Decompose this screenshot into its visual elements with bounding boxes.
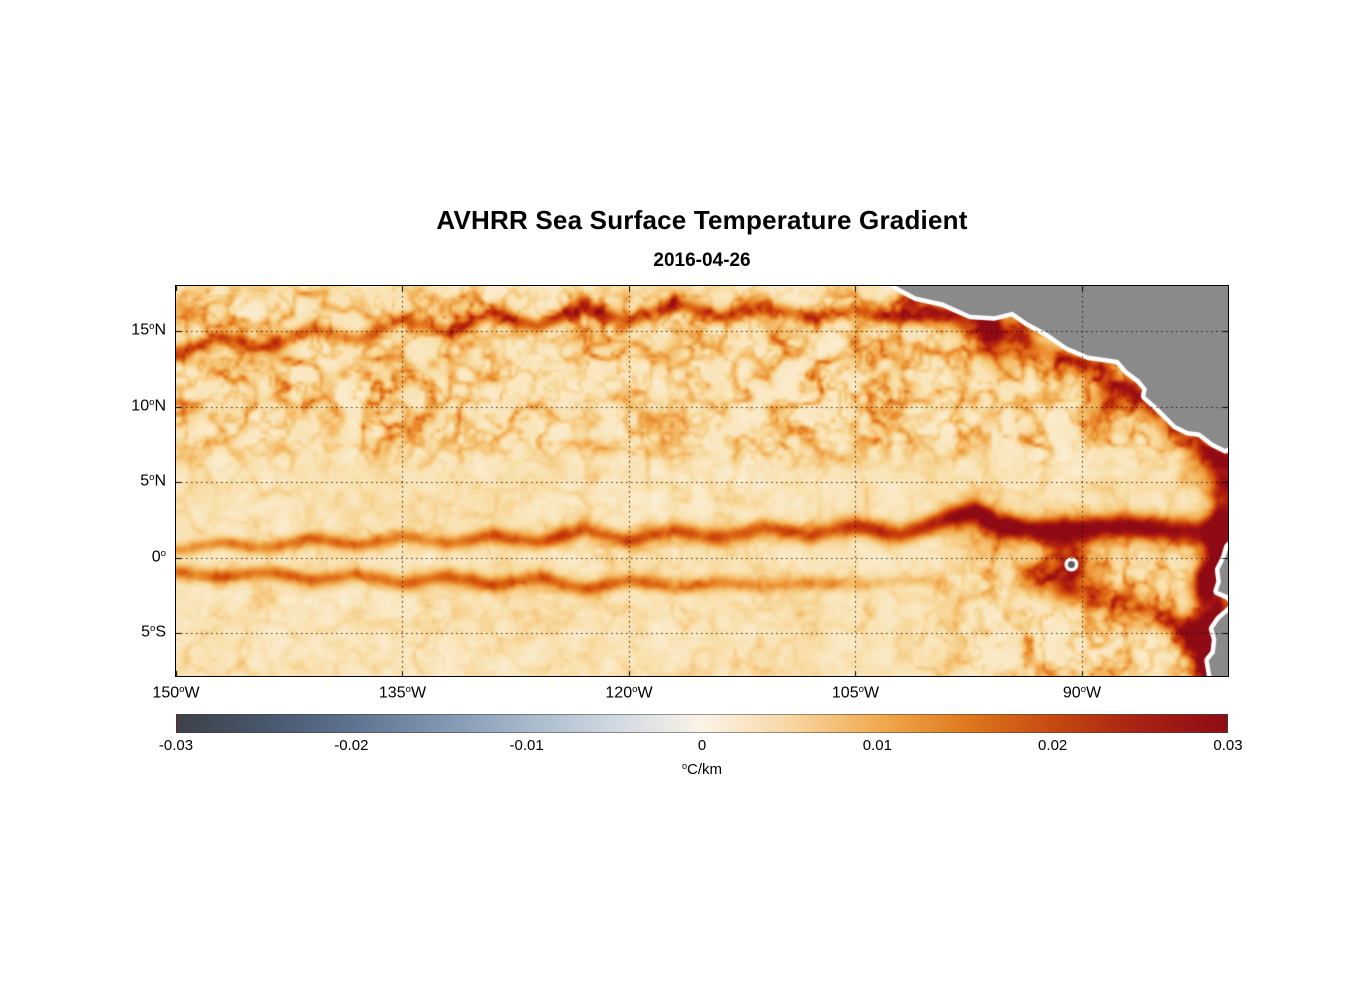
x-tick-label: 120oW xyxy=(605,684,653,702)
colorbar-unit-label: oC/km xyxy=(176,761,1228,778)
x-tick-label: 135oW xyxy=(378,684,427,702)
y-tick-label: 15oN xyxy=(131,321,166,339)
colorbar-tick-label: 0.01 xyxy=(862,737,892,754)
chart-title: AVHRR Sea Surface Temperature Gradient xyxy=(436,205,968,235)
chart-date-subtitle: 2016-04-26 xyxy=(653,250,751,271)
y-tick-label: 10oN xyxy=(131,396,166,415)
colorbar-tick-label: 0.02 xyxy=(1038,737,1068,754)
colorbar-tick-label: -0.01 xyxy=(509,737,544,754)
colorbar-tick-label: -0.02 xyxy=(334,737,369,754)
map-plot-frame xyxy=(175,285,1229,677)
colorbar-tick-label: 0 xyxy=(697,737,707,754)
unit-text: C/km xyxy=(687,761,722,778)
sst-gradient-heatmap-canvas xyxy=(176,286,1228,676)
y-tick-label: 0o xyxy=(151,547,166,566)
y-tick-label: 5oS xyxy=(141,623,166,641)
x-tick-label: 105oW xyxy=(831,684,880,702)
colorbar-gradient xyxy=(176,714,1228,733)
x-tick-label: 90oW xyxy=(1062,684,1102,702)
colorbar-tick-label: 0.03 xyxy=(1213,737,1243,754)
x-tick-label: 150oW xyxy=(152,684,200,702)
degree-mark: o xyxy=(681,761,687,772)
colorbar-tick-label: -0.03 xyxy=(158,737,194,754)
y-tick-label: 5oN xyxy=(140,472,166,490)
